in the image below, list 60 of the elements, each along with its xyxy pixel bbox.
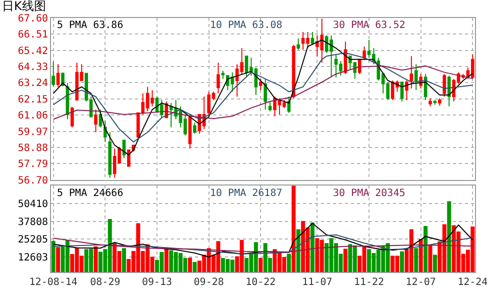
candlestick xyxy=(264,78,268,110)
x-tick-label: 12-07 xyxy=(406,277,436,288)
text: 30 PMA 20345 xyxy=(333,188,406,199)
candlestick xyxy=(292,44,296,99)
text: 5 PMA 63.86 xyxy=(57,20,124,31)
y-tick-label: 65.42 xyxy=(18,46,48,57)
y-tick-label: 37808 xyxy=(18,216,48,228)
y-tick-label: 64.33 xyxy=(18,62,48,74)
candlestick xyxy=(405,80,408,100)
candlestick xyxy=(470,54,474,80)
x-tick-label: 09-28 xyxy=(194,277,224,288)
y-tick-label: 12603 xyxy=(18,252,48,264)
candlestick xyxy=(410,56,414,90)
x-tick-label: 12-24 xyxy=(458,277,488,288)
y-tick-label: 25205 xyxy=(18,234,48,246)
candlestick xyxy=(216,62,220,94)
candlestick xyxy=(433,99,437,106)
candlestick xyxy=(221,70,225,80)
candlestick xyxy=(258,78,262,91)
line-series xyxy=(52,39,474,156)
y-tick-label: 67.60 xyxy=(18,14,48,24)
x-tick-label: 10-22 xyxy=(246,277,276,288)
x-tick-label: 08-29 xyxy=(90,277,120,288)
x-tick-label: 09-13 xyxy=(142,277,172,288)
text: 10 PMA 26187 xyxy=(210,188,282,199)
y-tick-label: 62.15 xyxy=(18,94,48,106)
line-series xyxy=(52,222,474,258)
candlestick xyxy=(108,132,112,178)
x-tick-label: 11-22 xyxy=(354,277,384,288)
candlestick xyxy=(438,98,442,106)
candlestick xyxy=(268,100,272,112)
text: 10 PMA 63.08 xyxy=(210,20,282,31)
y-tick-label: 56.70 xyxy=(18,175,48,186)
y-tick-label: 66.51 xyxy=(18,30,48,41)
candlestick xyxy=(414,64,418,91)
line-series xyxy=(52,52,474,142)
candlestick xyxy=(52,61,56,87)
candlestick xyxy=(296,38,300,50)
y-tick-label: 61.06 xyxy=(18,110,48,122)
y-tick-label: 59.97 xyxy=(18,126,48,138)
y-tick-label: 50410 xyxy=(18,198,48,210)
line-series xyxy=(52,238,474,253)
y-tick-label: 58.88 xyxy=(18,142,48,154)
candlestick xyxy=(428,98,432,107)
x-tick-label: 12-08-14 xyxy=(29,277,78,288)
candlestick xyxy=(310,31,314,46)
chart-title: 日K线图 xyxy=(2,0,46,13)
text: 30 PMA 63.52 xyxy=(333,20,406,31)
candlestick xyxy=(193,122,196,134)
x-tick-label: 11-07 xyxy=(302,277,332,288)
y-tick-label: 57.79 xyxy=(18,159,48,170)
y-tick-label: 63.24 xyxy=(18,78,48,90)
candlestick xyxy=(94,109,98,133)
line-series xyxy=(52,65,474,120)
candlestick xyxy=(70,106,74,128)
candlestick xyxy=(61,72,64,87)
line-series xyxy=(52,234,474,255)
text: 5 PMA 24666 xyxy=(57,188,124,199)
candlestick xyxy=(442,73,446,98)
candlestick xyxy=(56,64,60,88)
